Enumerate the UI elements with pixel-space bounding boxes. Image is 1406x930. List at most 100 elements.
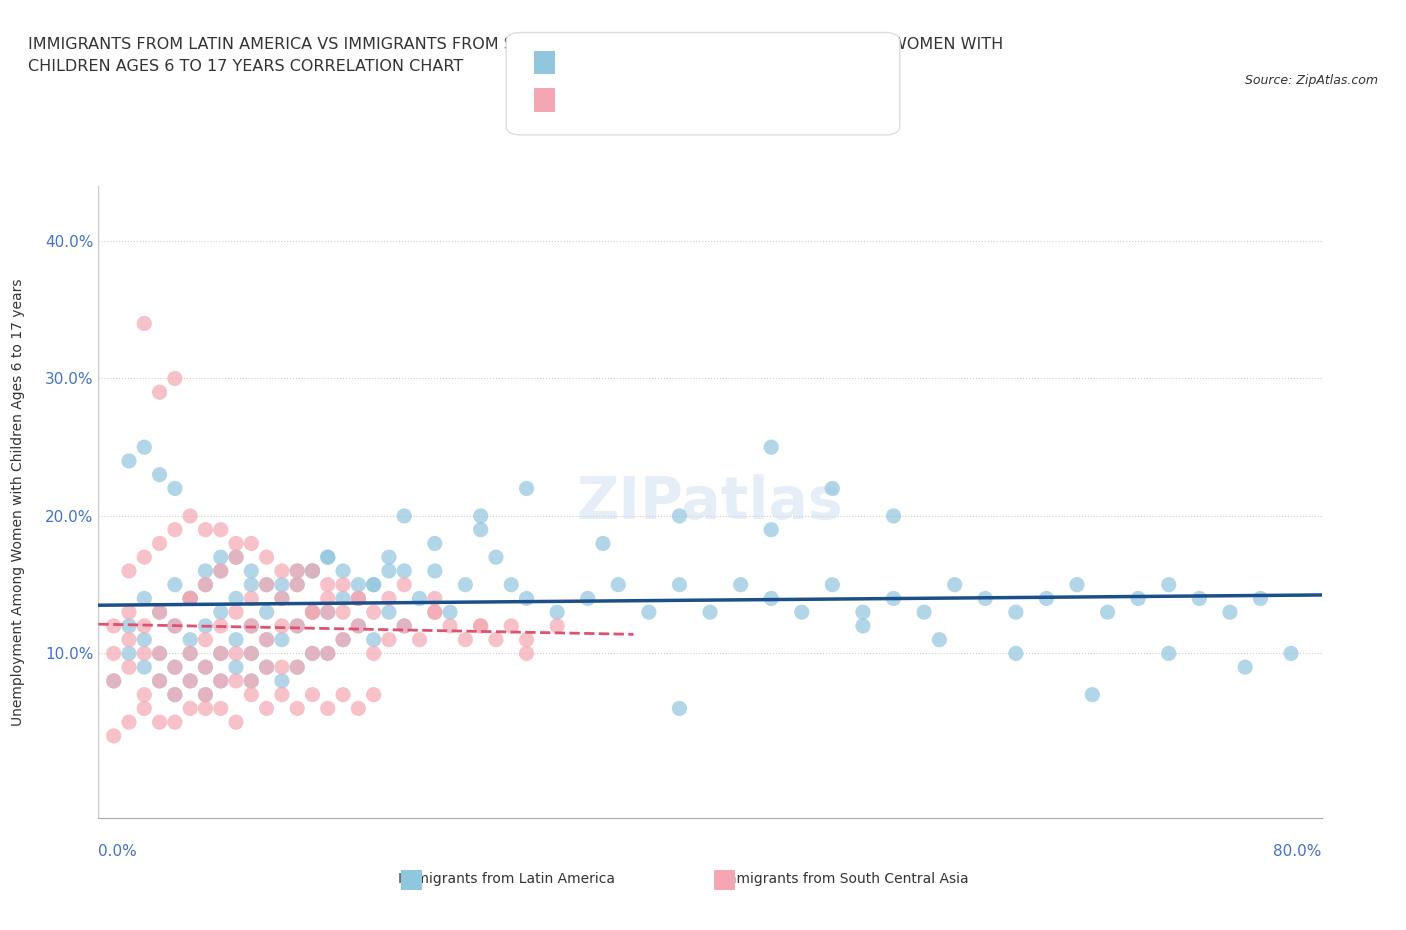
Immigrants from Latin America [285,578,308,592]
Immigrants from South Central Asia [285,618,308,633]
Immigrants from Latin America [1219,604,1241,619]
Immigrants from Latin America [392,618,416,633]
Immigrants from Latin America [974,591,997,605]
Immigrants from Latin America [134,659,156,674]
Immigrants from Latin America [240,578,263,592]
Text: Unemployment Among Women with Children Ages 6 to 17 years: Unemployment Among Women with Children A… [11,278,25,726]
Immigrants from South Central Asia [316,604,339,619]
Immigrants from South Central Asia [316,591,339,605]
Immigrants from Latin America [883,591,905,605]
Immigrants from Latin America [134,632,156,647]
Immigrants from Latin America [363,632,385,647]
Immigrants from South Central Asia [134,687,156,702]
Immigrants from South Central Asia [516,632,538,647]
Immigrants from South Central Asia [163,687,186,702]
Immigrants from Latin America [392,509,416,524]
Immigrants from South Central Asia [240,591,263,605]
Immigrants from Latin America [408,591,430,605]
Immigrants from Latin America [439,604,461,619]
Immigrants from Latin America [316,550,339,565]
Immigrants from Latin America [118,646,141,661]
Immigrants from South Central Asia [332,632,354,647]
Immigrants from South Central Asia [163,715,186,730]
Immigrants from Latin America [240,646,263,661]
Immigrants from Latin America [1004,646,1026,661]
Immigrants from Latin America [423,536,446,551]
Immigrants from Latin America [1066,578,1088,592]
Immigrants from South Central Asia [256,550,278,565]
Immigrants from South Central Asia [194,701,217,716]
Immigrants from Latin America [347,591,370,605]
Immigrants from South Central Asia [103,618,125,633]
Immigrants from Latin America [118,618,141,633]
Immigrants from Latin America [1249,591,1271,605]
Immigrants from South Central Asia [209,673,232,688]
Immigrants from South Central Asia [378,632,401,647]
Immigrants from South Central Asia [225,673,247,688]
Immigrants from Latin America [759,523,782,538]
Immigrants from South Central Asia [240,618,263,633]
Immigrants from South Central Asia [225,550,247,565]
Text: R = 0.112   N = 110: R = 0.112 N = 110 [560,93,713,108]
Immigrants from Latin America [179,673,201,688]
Immigrants from Latin America [240,673,263,688]
Immigrants from South Central Asia [256,632,278,647]
Immigrants from Latin America [592,536,614,551]
Text: ZIPatlas: ZIPatlas [576,473,844,531]
Immigrants from Latin America [790,604,813,619]
Immigrants from Latin America [668,509,690,524]
Immigrants from South Central Asia [194,578,217,592]
Immigrants from South Central Asia [316,578,339,592]
Immigrants from Latin America [194,564,217,578]
Immigrants from Latin America [149,673,172,688]
Immigrants from Latin America [194,618,217,633]
Immigrants from South Central Asia [423,604,446,619]
Immigrants from Latin America [270,673,292,688]
Immigrants from South Central Asia [256,701,278,716]
Immigrants from South Central Asia [332,578,354,592]
Immigrants from Latin America [270,578,292,592]
Immigrants from Latin America [470,523,492,538]
Immigrants from Latin America [852,618,875,633]
Immigrants from Latin America [285,659,308,674]
Immigrants from South Central Asia [149,646,172,661]
Immigrants from Latin America [1157,578,1180,592]
Immigrants from South Central Asia [256,578,278,592]
Text: IMMIGRANTS FROM LATIN AMERICA VS IMMIGRANTS FROM SOUTH CENTRAL ASIA UNEMPLOYMENT: IMMIGRANTS FROM LATIN AMERICA VS IMMIGRA… [28,37,1004,74]
Immigrants from Latin America [378,550,401,565]
Immigrants from Latin America [301,604,323,619]
Immigrants from South Central Asia [118,659,141,674]
Immigrants from Latin America [363,578,385,592]
Immigrants from Latin America [821,481,844,496]
Immigrants from Latin America [240,564,263,578]
Immigrants from Latin America [163,687,186,702]
Immigrants from South Central Asia [194,659,217,674]
Immigrants from Latin America [668,578,690,592]
Immigrants from South Central Asia [301,646,323,661]
Immigrants from South Central Asia [179,509,201,524]
Immigrants from Latin America [637,604,661,619]
Immigrants from South Central Asia [225,536,247,551]
Immigrants from Latin America [454,578,477,592]
Immigrants from Latin America [316,646,339,661]
Immigrants from Latin America [332,564,354,578]
Immigrants from Latin America [1128,591,1150,605]
Immigrants from Latin America [363,578,385,592]
Immigrants from Latin America [516,481,538,496]
Immigrants from Latin America [928,632,950,647]
Immigrants from South Central Asia [209,646,232,661]
Immigrants from South Central Asia [118,564,141,578]
Immigrants from Latin America [103,673,125,688]
Immigrants from Latin America [699,604,721,619]
Immigrants from South Central Asia [347,591,370,605]
Immigrants from South Central Asia [134,646,156,661]
Immigrants from Latin America [134,591,156,605]
Immigrants from Latin America [270,632,292,647]
Immigrants from South Central Asia [363,604,385,619]
Immigrants from South Central Asia [179,646,201,661]
Immigrants from Latin America [1004,604,1026,619]
Immigrants from Latin America [730,578,752,592]
Immigrants from South Central Asia [149,673,172,688]
Immigrants from South Central Asia [225,715,247,730]
Immigrants from Latin America [943,578,966,592]
